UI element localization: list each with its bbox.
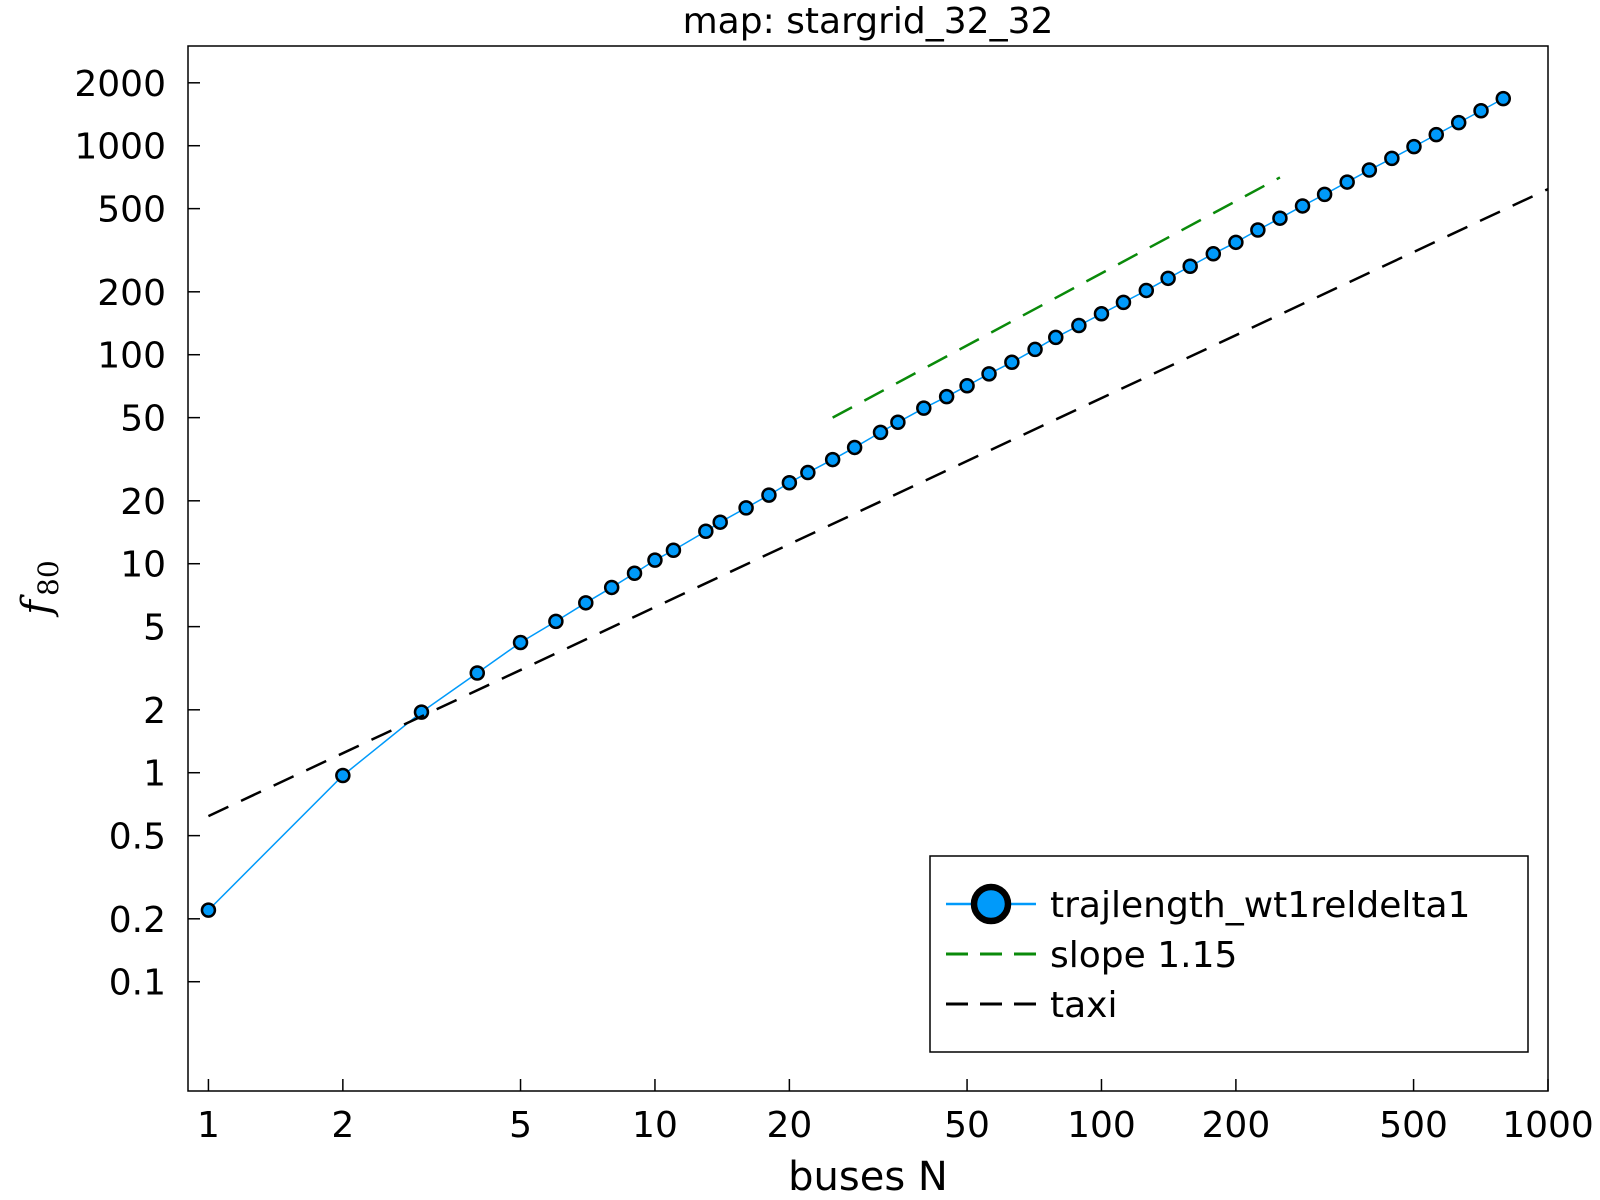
x-tick-label: 5 bbox=[509, 1105, 532, 1146]
series-point bbox=[1048, 329, 1064, 346]
x-tick-label: 1000 bbox=[1502, 1105, 1594, 1146]
axes-layer: 1 2 5 10 20 50 100 200 500 1000 0.1 0.2 0.5 1 2 5 10 20 50… bbox=[74, 64, 1593, 1146]
y-tick-label: 100 bbox=[97, 336, 166, 377]
y-tick-label: 0.5 bbox=[109, 817, 166, 858]
x-tick-label: 200 bbox=[1202, 1105, 1271, 1146]
series-point bbox=[872, 424, 889, 441]
series-point bbox=[761, 487, 777, 503]
y-tick-label: 0.2 bbox=[109, 900, 166, 941]
y-tick-label: 200 bbox=[97, 273, 166, 314]
series-point bbox=[603, 579, 620, 596]
y-tick-label: 500 bbox=[97, 190, 166, 231]
series-point bbox=[890, 414, 906, 431]
series-point bbox=[578, 595, 594, 611]
series-line-2 bbox=[207, 187, 1549, 818]
series-point bbox=[846, 439, 863, 456]
series-point bbox=[548, 613, 564, 630]
y-tick-label: 2000 bbox=[74, 64, 166, 105]
y-tick-label: 20 bbox=[120, 482, 166, 523]
series-point bbox=[1339, 174, 1355, 190]
series-point bbox=[1004, 354, 1020, 371]
x-axis-title: buses N bbox=[788, 1154, 948, 1200]
series-point bbox=[626, 565, 643, 582]
series-point bbox=[959, 378, 975, 394]
y-tick-label: 50 bbox=[120, 399, 166, 440]
plot-frame bbox=[187, 45, 1549, 1092]
y-tick-label: 1000 bbox=[74, 127, 166, 168]
series-line-1 bbox=[832, 176, 1281, 419]
series-point bbox=[981, 366, 997, 382]
x-tick-label: 1 bbox=[197, 1105, 220, 1146]
x-tick-label: 100 bbox=[1067, 1105, 1136, 1146]
y-tick-label: 0.1 bbox=[109, 963, 166, 1004]
series-point bbox=[781, 475, 798, 491]
x-tick-label: 50 bbox=[944, 1105, 990, 1146]
series-point bbox=[1450, 114, 1467, 131]
x-tick-label: 500 bbox=[1379, 1105, 1448, 1146]
series-point bbox=[1361, 162, 1378, 178]
y-axis-title-main: f bbox=[14, 594, 60, 618]
series-point bbox=[712, 514, 728, 530]
legend-marker bbox=[970, 883, 1012, 925]
series-point bbox=[1495, 90, 1512, 107]
series-point bbox=[698, 523, 714, 540]
series-point bbox=[824, 451, 841, 468]
series-point bbox=[665, 542, 682, 558]
series-point bbox=[1428, 126, 1445, 143]
series-point bbox=[1071, 317, 1087, 334]
legend-label: taxi bbox=[1050, 985, 1117, 1026]
series-point bbox=[738, 500, 754, 516]
series-point bbox=[1160, 270, 1176, 287]
series-point bbox=[1138, 282, 1155, 299]
series-point bbox=[938, 388, 955, 405]
series-point bbox=[200, 902, 217, 918]
series-point bbox=[512, 634, 529, 651]
y-axis-title: f 80 bbox=[14, 560, 65, 617]
plot-layer bbox=[200, 90, 1549, 918]
chart-title: map: stargrid_32_32 bbox=[683, 1, 1054, 42]
series-point bbox=[1473, 102, 1489, 119]
legend-label: trajlength_wt1reldelta1 bbox=[1050, 885, 1470, 926]
y-tick-label: 10 bbox=[120, 545, 166, 586]
x-tick-label: 20 bbox=[766, 1105, 812, 1146]
series-point bbox=[1384, 150, 1400, 167]
y-tick-label: 1 bbox=[143, 754, 166, 795]
y-tick-label: 5 bbox=[143, 608, 166, 649]
series-line-0 bbox=[207, 97, 1504, 911]
series-point bbox=[469, 665, 486, 681]
series-point bbox=[413, 704, 430, 720]
series-point bbox=[1294, 198, 1311, 214]
series-point bbox=[1115, 294, 1132, 311]
y-tick-label: 2 bbox=[143, 691, 166, 732]
series-point bbox=[1093, 306, 1110, 322]
legend-label: slope 1.15 bbox=[1050, 935, 1237, 976]
x-tick-label: 2 bbox=[331, 1105, 354, 1146]
series-point bbox=[800, 464, 816, 481]
series-point bbox=[1027, 341, 1043, 358]
series-point bbox=[916, 400, 932, 416]
series-point bbox=[335, 767, 351, 784]
series-point bbox=[1272, 210, 1288, 226]
x-tick-label: 10 bbox=[632, 1105, 678, 1146]
series-point bbox=[1316, 186, 1333, 203]
series-point bbox=[1182, 258, 1198, 275]
y-axis-title-subscript: 80 bbox=[32, 560, 65, 596]
series-point bbox=[1250, 222, 1266, 238]
series-point bbox=[1205, 246, 1222, 262]
series-point bbox=[1228, 234, 1244, 251]
series-point bbox=[647, 552, 663, 568]
series-point bbox=[1406, 138, 1422, 155]
